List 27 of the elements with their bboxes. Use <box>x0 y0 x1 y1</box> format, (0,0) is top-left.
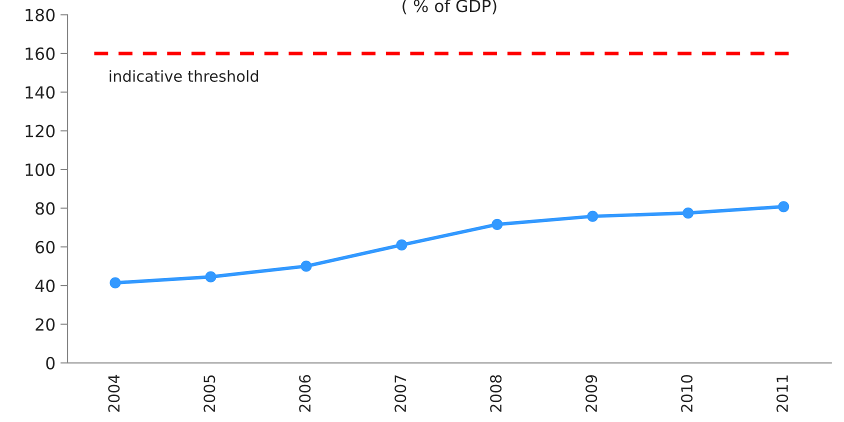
y-tick-label: 120 <box>26 124 55 138</box>
y-tick-label: 60 <box>36 240 55 254</box>
point <box>205 271 216 282</box>
x-tick-label: 2004 <box>108 374 120 412</box>
y-tick-label: 20 <box>36 318 55 331</box>
y-tick-label: 180 <box>26 8 55 22</box>
x-tick-label: 2009 <box>586 375 598 412</box>
point <box>492 218 503 230</box>
y-tick-label: 80 <box>36 202 55 215</box>
point <box>396 239 408 250</box>
x-tick-label: 2008 <box>490 375 502 412</box>
x-tick-label: 2006 <box>299 374 311 412</box>
point <box>110 277 121 288</box>
y-tick-label: 0 <box>46 356 55 370</box>
y-tick-label: 160 <box>26 47 55 60</box>
point <box>778 201 790 212</box>
ref-line-label: indicative threshold <box>110 70 258 82</box>
point <box>682 207 694 219</box>
x-tick-label: 2011 <box>776 375 788 412</box>
x-tick-label: 2010 <box>681 375 693 412</box>
y-tick-label: 100 <box>26 163 55 176</box>
y-tick-label: 40 <box>35 280 55 292</box>
y-tick-label: 140 <box>26 86 55 99</box>
x-tick-label: 2005 <box>204 375 216 412</box>
x-tick-label: 2007 <box>394 375 406 412</box>
point <box>300 260 312 272</box>
point <box>587 210 598 222</box>
